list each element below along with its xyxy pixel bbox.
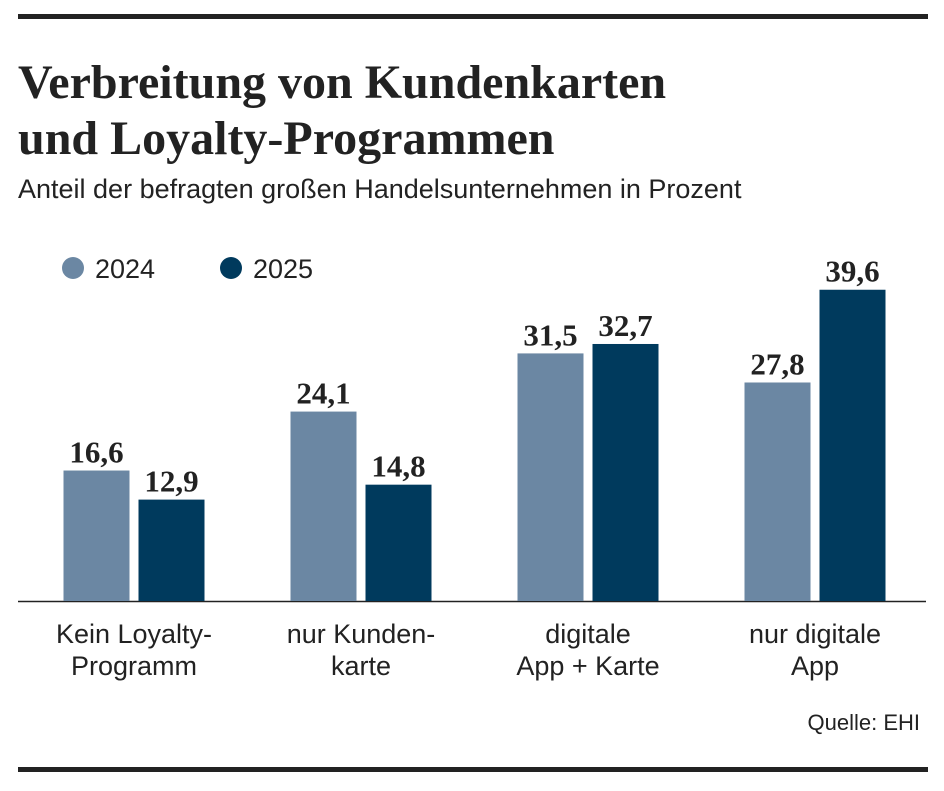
bar: [138, 499, 205, 601]
value-label: 14,8: [371, 449, 425, 484]
value-label: 12,9: [144, 464, 198, 499]
top-rule: [18, 14, 928, 19]
value-label: 24,1: [296, 376, 350, 411]
chart-title: Verbreitung von Kundenkarten: [18, 56, 666, 109]
bottom-rule: [18, 767, 928, 772]
x-tick-label: nur Kunden-: [287, 619, 436, 649]
x-tick-label: App: [791, 651, 839, 681]
value-label: 27,8: [750, 346, 804, 381]
legend-swatch: [220, 257, 242, 279]
value-label: 39,6: [825, 254, 879, 289]
bar: [365, 484, 432, 601]
bar: [63, 470, 130, 601]
source: Quelle: EHI: [808, 710, 921, 735]
bar: [592, 343, 659, 601]
bar: [744, 382, 811, 601]
x-tick-label: Programm: [71, 651, 197, 681]
x-tick-label: digitale: [545, 619, 631, 649]
bar: [517, 353, 584, 601]
legend-label: 2025: [253, 254, 313, 284]
value-label: 16,6: [69, 435, 123, 470]
value-label: 31,5: [523, 317, 577, 352]
chart-title: und Loyalty-Programmen: [18, 112, 554, 165]
legend-label: 2024: [95, 254, 155, 284]
x-tick-label: Kein Loyalty-: [56, 619, 212, 649]
x-tick-label: karte: [331, 651, 391, 681]
chart-subtitle: Anteil der befragten großen Handelsunter…: [18, 174, 742, 204]
value-label: 32,7: [598, 308, 652, 343]
bar: [290, 411, 357, 601]
bar: [819, 289, 886, 601]
legend-swatch: [62, 257, 84, 279]
x-tick-label: App + Karte: [516, 651, 659, 681]
x-tick-label: nur digitale: [749, 619, 881, 649]
